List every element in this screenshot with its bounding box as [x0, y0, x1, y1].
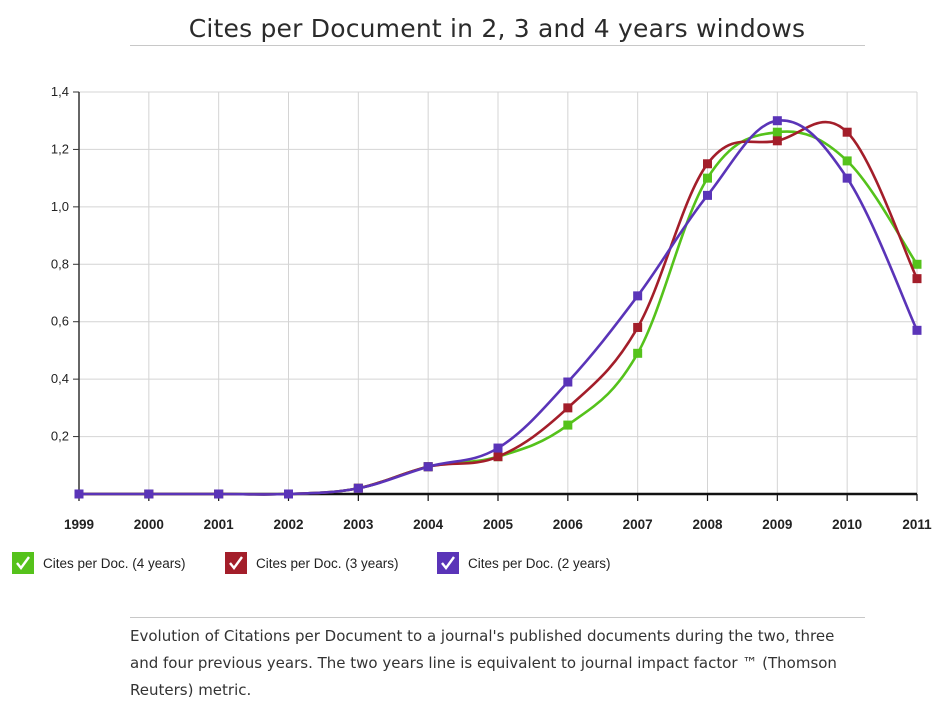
- line-chart: 0,2 0,4 0,6 0,8 1,0 1,2 1,4 1999 2000 2001 2002 200…: [51, 84, 932, 532]
- data-point: [214, 489, 224, 499]
- y-tick-label: 0,8: [51, 256, 69, 271]
- data-point: [842, 156, 852, 166]
- x-tick-label: 2011: [902, 517, 932, 532]
- legend-item-4-years[interactable]: Cites per Doc. (4 years): [12, 552, 186, 574]
- x-tick-label: 2008: [692, 517, 723, 532]
- y-tick-label: 1,0: [51, 199, 69, 214]
- series-line-2: [79, 119, 919, 496]
- data-point: [912, 259, 922, 269]
- x-tick-label: 2005: [483, 517, 514, 532]
- x-tick-label: 2004: [413, 517, 444, 532]
- legend-item-3-years[interactable]: Cites per Doc. (3 years): [225, 552, 399, 574]
- x-tick-label: 2001: [204, 517, 235, 532]
- data-point: [703, 159, 712, 169]
- data-point: [284, 489, 293, 499]
- y-tick-label: 1,2: [51, 141, 69, 156]
- x-tick-label: 1999: [64, 517, 94, 532]
- caption-divider: [130, 617, 865, 618]
- x-tick-label: 2006: [553, 517, 584, 532]
- x-tick-label: 2009: [762, 517, 792, 532]
- data-point: [423, 462, 433, 472]
- y-tick-label: 1,4: [51, 84, 69, 99]
- legend-checkbox-3-years[interactable]: [225, 552, 247, 574]
- data-point: [703, 190, 712, 200]
- data-point: [563, 377, 573, 387]
- data-point: [772, 127, 782, 137]
- x-tick-label: 2002: [273, 517, 303, 532]
- legend-label-2-years: Cites per Doc. (2 years): [468, 555, 611, 571]
- y-tick-label: 0,4: [51, 371, 69, 386]
- data-point: [772, 136, 782, 146]
- legend-checkbox-2-years[interactable]: [437, 552, 459, 574]
- data-point: [563, 403, 573, 413]
- y-tick-label: 0,6: [51, 314, 69, 329]
- data-point: [633, 322, 643, 332]
- x-tick-label: 2000: [134, 517, 164, 532]
- data-point: [633, 348, 643, 358]
- y-tick-label: 0,2: [51, 429, 69, 444]
- data-point: [842, 173, 852, 183]
- legend-label-4-years: Cites per Doc. (4 years): [43, 555, 186, 571]
- x-tick-label: 2010: [832, 517, 862, 532]
- data-point: [912, 274, 922, 284]
- data-point: [493, 452, 503, 462]
- data-point: [772, 116, 782, 126]
- check-icon: [16, 556, 30, 570]
- legend-checkbox-4-years[interactable]: [12, 552, 34, 574]
- x-tick-label: 2007: [623, 517, 653, 532]
- data-point: [493, 443, 503, 453]
- data-point: [74, 489, 84, 499]
- data-point: [144, 489, 154, 499]
- legend-item-2-years[interactable]: Cites per Doc. (2 years): [437, 552, 611, 574]
- chart-title: Cites per Document in 2, 3 and 4 years w…: [188, 14, 806, 43]
- title-divider: [130, 45, 865, 46]
- data-point: [703, 173, 712, 183]
- data-point: [912, 325, 922, 335]
- x-tick-label: 2003: [343, 517, 374, 532]
- data-point: [353, 483, 363, 493]
- data-point: [633, 291, 643, 301]
- chart-caption: Evolution of Citations per Document to a…: [130, 627, 837, 699]
- data-point: [842, 127, 852, 137]
- check-icon: [441, 556, 455, 570]
- legend-label-3-years: Cites per Doc. (3 years): [256, 555, 399, 571]
- data-point: [563, 420, 573, 430]
- check-icon: [229, 556, 243, 570]
